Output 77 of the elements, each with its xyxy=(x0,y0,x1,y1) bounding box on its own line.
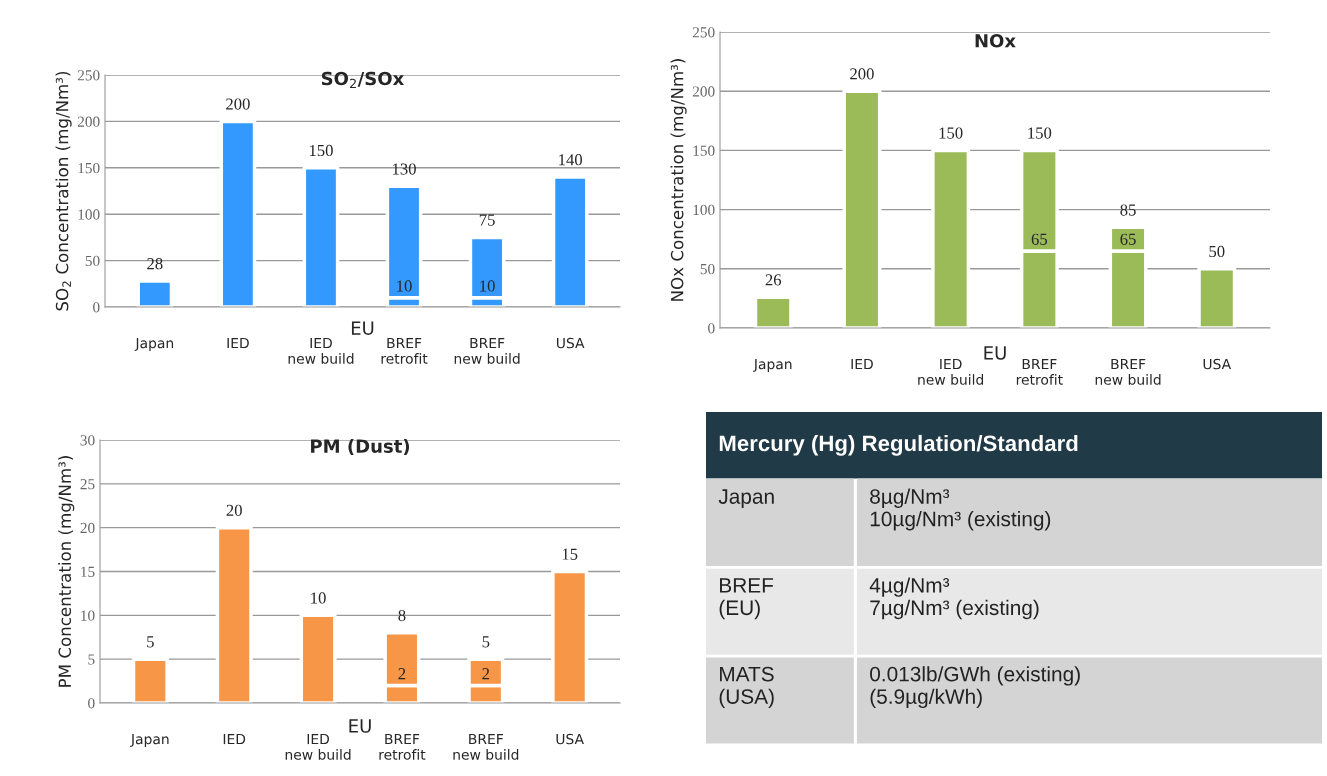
y-tick-label: 100 xyxy=(693,204,715,216)
text: EU xyxy=(351,321,374,335)
x-tick-label: BREF new build xyxy=(1095,358,1161,385)
text: Mercury (Hg) Regulation/Standard xyxy=(719,434,1078,456)
y-tick-label: 150 xyxy=(78,162,100,174)
total-label: 85 xyxy=(1120,204,1136,216)
y-tick-label: 0 xyxy=(93,302,100,313)
data-label: 2 xyxy=(398,668,406,680)
total-label: 200 xyxy=(226,98,250,110)
y-tick-label: 100 xyxy=(78,209,100,220)
text: Japan xyxy=(718,489,774,509)
data-label: 65 xyxy=(1120,233,1136,245)
text: MATS (USA) xyxy=(719,666,774,709)
x-tick-label: IED new build xyxy=(288,337,354,364)
x-tick-label: BREF retrofit xyxy=(381,337,428,364)
chart-title: SO$_{2}$/SOx xyxy=(321,71,404,89)
x-tick-label: Japan xyxy=(130,733,169,747)
x-tick-label: BREF new build xyxy=(454,337,520,364)
total-label: 150 xyxy=(939,127,963,139)
total-label: 15 xyxy=(562,548,578,560)
y-tick-label: 10 xyxy=(81,610,95,621)
y-tick-label: 20 xyxy=(80,522,95,534)
x-tick-label: BREF retrofit xyxy=(379,733,426,760)
y-tick-label: 200 xyxy=(77,116,100,127)
x-tick-label: USA xyxy=(1203,358,1232,370)
y-tick-label: 200 xyxy=(692,86,715,97)
y-axis-title: PM Concentration (mg/Nm³) xyxy=(58,456,75,687)
total-label: 5 xyxy=(482,636,490,648)
data-label: 10 xyxy=(397,280,412,292)
x-tick-label: IED xyxy=(851,358,873,370)
total-label: 50 xyxy=(1209,245,1225,258)
data-label: 10 xyxy=(480,280,495,292)
chart-title: PM (Dust) xyxy=(311,439,410,456)
x-tick-label: BREF new build xyxy=(453,733,519,760)
y-tick-label: 15 xyxy=(81,566,95,577)
y-axis-title: SO$_{2}$ Concentration (mg/Nm³) xyxy=(55,71,72,311)
text: 0.013lb/GWh (existing) (5.9µg/kWh) xyxy=(870,666,1080,709)
total-label: 26 xyxy=(765,274,782,286)
total-label: 200 xyxy=(850,68,874,80)
y-axis-title: NOx Concentration (mg/Nm³) xyxy=(670,59,687,301)
total-label: 150 xyxy=(309,144,333,157)
chart-title: NOx xyxy=(975,33,1016,48)
x-tick-label: IED xyxy=(227,337,249,349)
y-tick-label: 50 xyxy=(85,255,100,267)
total-label: 150 xyxy=(1028,127,1052,139)
y-tick-label: 0 xyxy=(708,323,715,334)
total-label: 20 xyxy=(226,504,242,516)
text: EU xyxy=(349,719,371,733)
y-tick-label: 50 xyxy=(700,263,715,275)
y-tick-label: 25 xyxy=(80,479,95,490)
total-label: 28 xyxy=(147,258,163,270)
x-tick-label: USA xyxy=(556,733,584,745)
total-label: 10 xyxy=(311,592,326,604)
data-label: 2 xyxy=(482,668,490,680)
x-tick-label: IED new build xyxy=(285,733,351,760)
y-tick-label: 250 xyxy=(692,27,715,38)
total-label: 8 xyxy=(398,609,406,622)
total-label: 130 xyxy=(393,163,416,175)
x-tick-label: Japan xyxy=(134,337,174,351)
y-tick-label: 150 xyxy=(693,145,715,156)
text: BREF (EU) xyxy=(719,578,774,620)
x-tick-label: IED xyxy=(223,733,246,745)
text: EU xyxy=(984,346,1006,360)
total-label: 140 xyxy=(559,154,583,166)
y-tick-label: 5 xyxy=(88,654,95,665)
total-label: 5 xyxy=(147,636,154,648)
data-label: 65 xyxy=(1031,233,1048,245)
x-tick-label: Japan xyxy=(753,358,792,372)
x-tick-label: BREF retrofit xyxy=(1016,358,1063,385)
y-tick-label: 0 xyxy=(88,698,95,709)
y-tick-label: 250 xyxy=(77,70,100,81)
text: 8µg/Nm³ 10µg/Nm³ (existing) xyxy=(870,488,1051,531)
x-tick-label: IED new build xyxy=(918,358,984,385)
x-tick-label: USA xyxy=(557,337,585,349)
total-label: 75 xyxy=(479,214,495,226)
text: 4µg/Nm³ 7µg/Nm³ (existing) xyxy=(869,577,1039,620)
y-tick-label: 30 xyxy=(80,435,95,446)
